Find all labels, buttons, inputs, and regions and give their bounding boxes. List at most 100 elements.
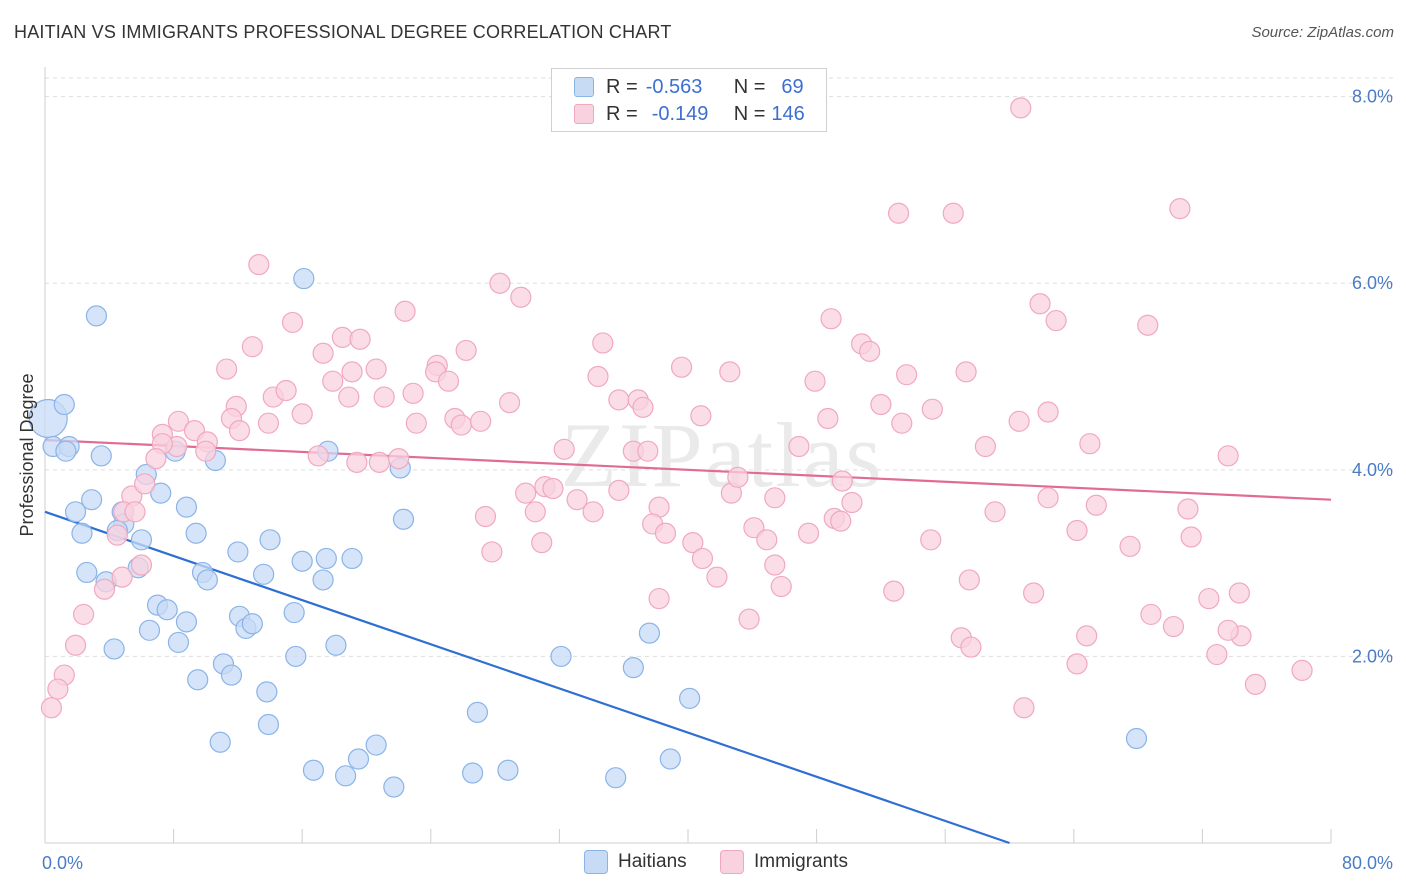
immigrants-point — [437, 370, 460, 392]
immigrants-point — [608, 479, 630, 501]
x-tick-label-min: 0.0% — [42, 853, 83, 873]
immigrants-point — [515, 482, 537, 504]
haitians-point — [138, 619, 161, 641]
immigrants-point — [1119, 535, 1141, 557]
haitians-point — [53, 393, 75, 416]
immigrants-point — [498, 392, 521, 414]
immigrants-point — [566, 489, 588, 511]
immigrants-point — [770, 575, 792, 598]
haitians-point — [156, 599, 178, 621]
immigrants-point — [1198, 587, 1220, 610]
immigrants-point — [1013, 697, 1035, 719]
data-points — [28, 97, 1313, 798]
immigrants-point — [820, 308, 842, 330]
y-tick-label: 8.0% — [1352, 87, 1393, 107]
legend-label: Haitians — [618, 851, 687, 872]
immigrants-point — [489, 272, 511, 294]
immigrants-point — [788, 435, 810, 458]
y-tick-label: 2.0% — [1352, 646, 1393, 666]
immigrants-point — [1228, 582, 1250, 604]
immigrants-point — [1085, 494, 1107, 516]
immigrants-point — [984, 501, 1006, 523]
immigrants-point — [804, 370, 826, 392]
haitians-point — [392, 508, 415, 530]
haitians-point — [256, 681, 278, 703]
haitians-point — [227, 541, 249, 563]
immigrants-point — [738, 608, 760, 630]
haitians-point — [622, 657, 644, 679]
immigrants-point — [1169, 198, 1191, 220]
haitians-point — [466, 701, 489, 723]
haitians-point — [81, 489, 103, 511]
haitians-point — [312, 569, 334, 591]
r-value: -0.149 — [651, 102, 709, 125]
immigrants-point — [1010, 97, 1032, 119]
legend-item-immigrants[interactable]: Immigrants — [720, 850, 848, 874]
haitians-point — [76, 561, 98, 584]
legend-item-haitians[interactable]: Haitians — [584, 850, 687, 874]
immigrants-point — [134, 473, 156, 495]
immigrants-point — [402, 382, 424, 404]
immigrants-point — [241, 336, 263, 358]
immigrants-point — [1045, 309, 1067, 332]
haitians-point — [347, 748, 370, 770]
x-tick-label-max: 80.0% — [1342, 853, 1393, 873]
haitians-point — [283, 601, 305, 624]
immigrants-point — [592, 332, 614, 354]
immigrants-point — [124, 501, 146, 523]
haitians-swatch — [574, 77, 594, 97]
n-label: N = — [733, 75, 766, 98]
haitians-point — [497, 759, 519, 781]
haitians-point — [365, 734, 387, 756]
immigrants-point — [349, 328, 371, 350]
immigrants-point — [553, 438, 575, 460]
immigrants-point — [648, 587, 670, 610]
immigrants-point — [670, 356, 693, 378]
haitians-point — [209, 731, 231, 753]
haitians-point — [293, 267, 315, 290]
immigrants-point — [1140, 603, 1162, 626]
immigrants-point — [690, 405, 712, 427]
immigrants-point — [764, 554, 786, 576]
immigrants-point — [719, 361, 741, 383]
chart-title: HAITIAN VS IMMIGRANTS PROFESSIONAL DEGRE… — [14, 22, 672, 42]
haitians-point — [257, 713, 280, 736]
immigrants-point — [955, 361, 977, 383]
immigrants-point — [859, 340, 881, 362]
immigrants-point — [291, 403, 313, 425]
immigrants-point — [106, 524, 128, 546]
r-label: R = — [606, 75, 638, 98]
immigrants-point — [257, 412, 280, 434]
stats-legend: R = -0.563 N = 69 R = -0.149 N = 146 — [551, 68, 827, 132]
immigrants-point — [93, 578, 116, 600]
immigrants-point — [341, 361, 363, 383]
haitians-point — [259, 529, 281, 551]
immigrants-point — [307, 445, 329, 467]
haitians-point — [71, 522, 93, 544]
haitians-swatch — [584, 850, 608, 874]
immigrants-point — [1137, 314, 1159, 336]
haitians-point — [90, 445, 112, 467]
immigrants-point — [691, 547, 714, 570]
immigrants-point — [275, 379, 297, 402]
immigrants-swatch — [720, 850, 744, 874]
immigrants-point — [1217, 445, 1239, 467]
stats-row-immigrants: R = -0.149 N = 146 — [574, 101, 805, 127]
legend-label: Immigrants — [754, 851, 848, 872]
haitians-point — [150, 482, 172, 504]
immigrants-point — [831, 470, 853, 492]
immigrants-point — [1066, 653, 1088, 675]
n-value: 146 — [771, 102, 805, 125]
haitians-point — [335, 765, 357, 787]
r-label: R = — [606, 102, 638, 125]
haitians-point — [679, 687, 701, 709]
immigrants-point — [216, 358, 238, 380]
immigrants-point — [974, 435, 996, 458]
immigrants-point — [891, 412, 913, 434]
series-legend: Haitians Immigrants — [0, 850, 1406, 878]
haitians-point — [55, 440, 77, 462]
immigrants-point — [450, 414, 472, 436]
immigrants-point — [455, 339, 477, 362]
immigrants-point — [167, 410, 190, 432]
immigrants-point — [1180, 526, 1202, 548]
